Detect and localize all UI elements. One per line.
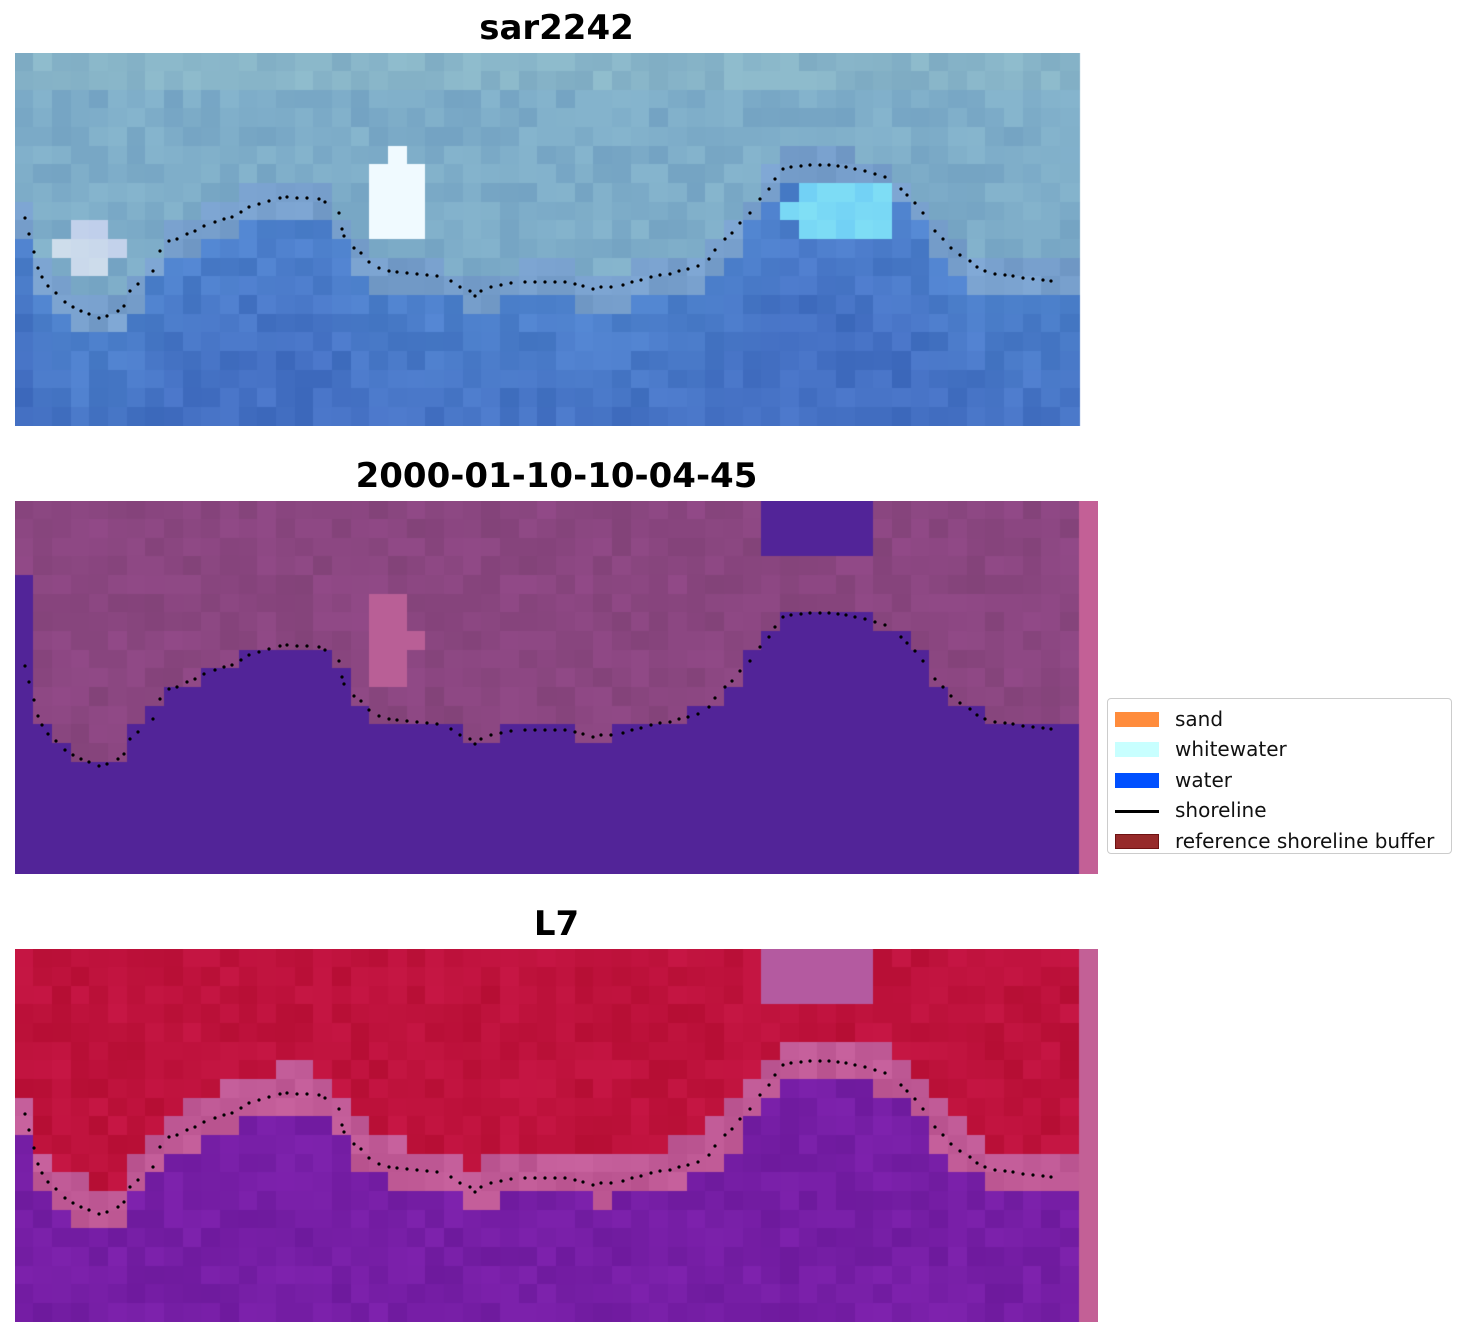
panel-title-classified: 2000-01-10-10-04-45 <box>355 456 758 496</box>
legend-item-whitewater: whitewater <box>1108 734 1451 764</box>
panel-title-rgb: sar2242 <box>479 8 634 48</box>
legend-swatch-whitewater <box>1115 742 1159 758</box>
index-image <box>15 949 1098 1322</box>
legend-label: shoreline <box>1175 798 1267 823</box>
legend-item-water: water <box>1108 765 1451 795</box>
legend-item-reference-buffer: reference shoreline buffer <box>1108 826 1451 856</box>
legend-label: water <box>1175 767 1232 792</box>
legend-item-shoreline: shoreline <box>1108 795 1451 825</box>
legend-item-sand: sand <box>1108 704 1451 734</box>
legend-swatch-sand <box>1115 712 1159 727</box>
rgb-image <box>15 53 1098 426</box>
legend-swatch-reference-buffer <box>1115 833 1159 849</box>
legend-line-shoreline <box>1115 810 1159 814</box>
legend: sand whitewater water shoreline referenc… <box>1107 698 1452 854</box>
legend-label: whitewater <box>1175 737 1287 762</box>
legend-swatch-water <box>1115 772 1159 788</box>
legend-label: sand <box>1175 707 1224 731</box>
panel-title-index: L7 <box>533 904 580 944</box>
classified-image <box>15 501 1098 874</box>
legend-label: reference shoreline buffer <box>1175 828 1435 853</box>
